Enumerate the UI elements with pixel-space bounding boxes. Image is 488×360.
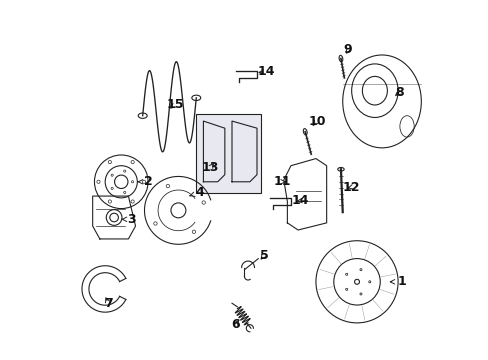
Text: 15: 15	[166, 99, 183, 112]
Text: 9: 9	[343, 43, 352, 56]
Text: 8: 8	[394, 86, 403, 99]
Text: 14: 14	[291, 194, 309, 207]
Text: 12: 12	[342, 181, 360, 194]
Text: 1: 1	[389, 275, 405, 288]
Text: 10: 10	[307, 114, 325, 127]
Text: 14: 14	[257, 65, 274, 78]
Text: 2: 2	[138, 175, 152, 188]
Text: 6: 6	[231, 318, 240, 331]
Text: 4: 4	[189, 186, 204, 199]
Text: 13: 13	[202, 161, 219, 174]
Text: 3: 3	[122, 213, 136, 226]
Text: 5: 5	[259, 248, 268, 261]
Text: 11: 11	[273, 175, 291, 188]
Bar	[196, 114, 260, 193]
Text: 7: 7	[103, 297, 112, 310]
